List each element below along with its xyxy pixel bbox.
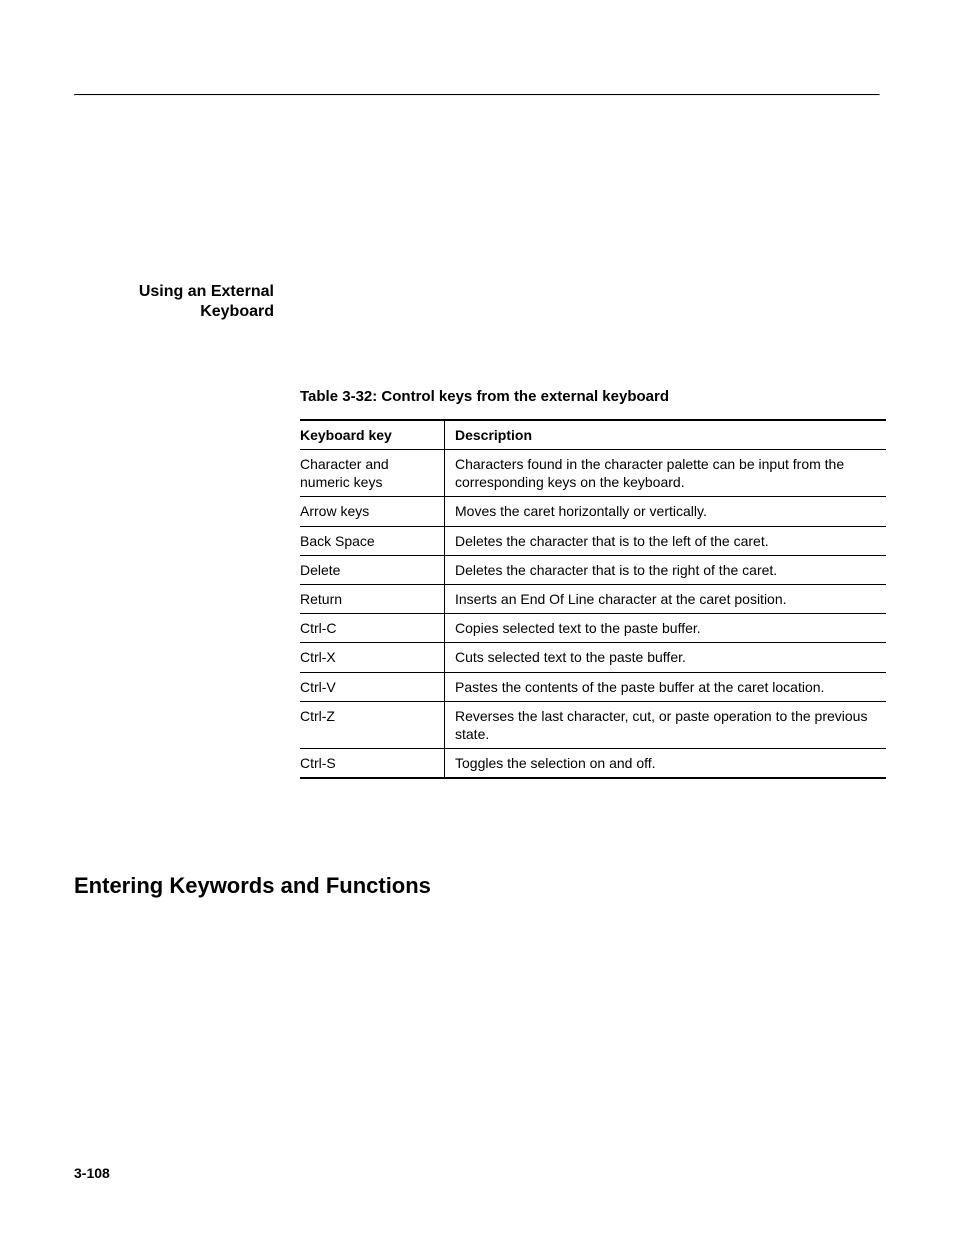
table-cell-key: Ctrl-S: [300, 749, 445, 779]
page-number: 3-108: [74, 1165, 110, 1181]
table-row: Ctrl-V Pastes the contents of the paste …: [300, 672, 886, 701]
table-row: Arrow keys Moves the caret horizontally …: [300, 497, 886, 526]
table-cell-desc: Reverses the last character, cut, or pas…: [445, 701, 887, 748]
table-row: Delete Deletes the character that is to …: [300, 555, 886, 584]
table-cell-desc: Inserts an End Of Line character at the …: [445, 584, 887, 613]
table-cell-key: Ctrl-X: [300, 643, 445, 672]
table-cell-key: Ctrl-C: [300, 614, 445, 643]
table-cell-desc: Deletes the character that is to the rig…: [445, 555, 887, 584]
table-row: Ctrl-X Cuts selected text to the paste b…: [300, 643, 886, 672]
table-cell-key: Delete: [300, 555, 445, 584]
header-rule: [74, 94, 880, 96]
table-cell-desc: Moves the caret horizontally or vertical…: [445, 497, 887, 526]
control-keys-table-block: Table 3-32: Control keys from the extern…: [300, 388, 886, 779]
table-cell-key: Return: [300, 584, 445, 613]
table-row: Return Inserts an End Of Line character …: [300, 584, 886, 613]
table-cell-desc: Toggles the selection on and off.: [445, 749, 887, 779]
table-row: Character and numeric keys Characters fo…: [300, 450, 886, 497]
table-header-row: Keyboard key Description: [300, 420, 886, 450]
table-row: Ctrl-S Toggles the selection on and off.: [300, 749, 886, 779]
side-heading-line2: Keyboard: [200, 303, 274, 320]
side-heading: Using an External Keyboard: [74, 282, 274, 322]
table-cell-desc: Copies selected text to the paste buffer…: [445, 614, 887, 643]
table-cell-key: Back Space: [300, 526, 445, 555]
control-keys-table: Keyboard key Description Character and n…: [300, 419, 886, 779]
table-cell-key: Ctrl-V: [300, 672, 445, 701]
table-cell-desc: Characters found in the character palett…: [445, 450, 887, 497]
table-header-key: Keyboard key: [300, 420, 445, 450]
table-cell-key: Arrow keys: [300, 497, 445, 526]
table-row: Back Space Deletes the character that is…: [300, 526, 886, 555]
table-cell-key: Character and numeric keys: [300, 450, 445, 497]
table-cell-desc: Pastes the contents of the paste buffer …: [445, 672, 887, 701]
table-header-desc: Description: [445, 420, 887, 450]
side-heading-line1: Using an External: [139, 283, 274, 300]
table-cell-desc: Deletes the character that is to the lef…: [445, 526, 887, 555]
table-title: Table 3-32: Control keys from the extern…: [300, 388, 886, 405]
table-cell-desc: Cuts selected text to the paste buffer.: [445, 643, 887, 672]
table-row: Ctrl-Z Reverses the last character, cut,…: [300, 701, 886, 748]
table-row: Ctrl-C Copies selected text to the paste…: [300, 614, 886, 643]
section-heading: Entering Keywords and Functions: [74, 873, 431, 899]
table-cell-key: Ctrl-Z: [300, 701, 445, 748]
